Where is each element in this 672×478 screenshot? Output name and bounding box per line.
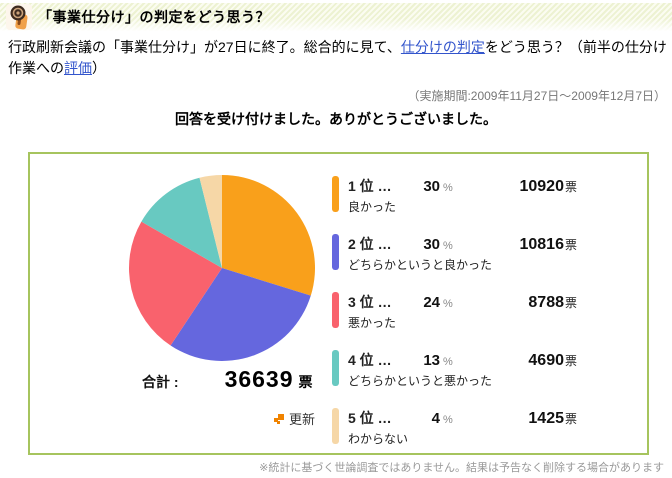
intro-part3: ） [92, 60, 106, 76]
pie-slice [222, 175, 315, 296]
legend-percent-value: 13 [423, 352, 440, 369]
question-mascot-icon [6, 4, 32, 30]
legend-votes-value: 4690 [528, 352, 564, 369]
refresh-arrow-icon [274, 414, 284, 424]
legend-percent-value: 30 [423, 236, 440, 253]
total-label: 合計 : [142, 374, 179, 390]
survey-period: （実施期間:2009年11月27日～2009年12月7日） [407, 89, 666, 103]
legend-percent-value: 4 [431, 410, 440, 427]
intro-part2: をどう思う？（前半の仕分け作業への [8, 39, 667, 76]
legend-rank: 2 位 … [348, 236, 392, 252]
disclaimer-text: ※統計に基づく世論調査ではありません。結果は予告なく削除する場合があります [259, 462, 664, 474]
legend-percent-value: 30 [423, 178, 440, 195]
legend-rank: 4 位 … [348, 352, 392, 368]
legend-percent-sign: % [443, 298, 453, 310]
judgement-link[interactable]: 仕分けの判定 [400, 39, 485, 55]
legend-color-bar [332, 350, 339, 386]
legend-label: どちらかというと良かった [348, 258, 493, 272]
legend-votes-unit: 票 [564, 180, 577, 194]
legend-rank: 3 位 … [348, 294, 392, 310]
legend-color-bar [332, 176, 339, 212]
legend-color-bar [332, 292, 339, 328]
legend-label: 悪かった [348, 316, 397, 330]
pie-slice [199, 175, 222, 268]
legend-item: 1 位 … 30 % 10920 票 良かった [332, 176, 577, 214]
thanks-message: 回答を受け付けました。ありがとうございました。 [175, 111, 497, 127]
legend-label: 良かった [348, 200, 397, 214]
pie-chart [129, 175, 315, 361]
legend-rank: 5 位 … [348, 410, 392, 426]
legend-percent-value: 24 [423, 294, 440, 311]
legend-votes-unit: 票 [564, 354, 577, 368]
legend-color-bar [332, 408, 339, 444]
title-bar: 「事業仕分け」の判定をどう思う？ [0, 3, 672, 31]
total-unit: 票 [298, 374, 313, 390]
legend-color-bar [332, 234, 339, 270]
legend-votes-value: 1425 [528, 410, 564, 427]
legend-votes-unit: 票 [564, 412, 577, 426]
pie-slice [141, 177, 222, 268]
legend-label: どちらかというと悪かった [348, 374, 493, 388]
legend-percent-sign: % [443, 356, 453, 368]
legend-label: わからない [348, 432, 409, 446]
legend-item: 3 位 … 24 % 8788 票 悪かった [332, 292, 577, 330]
refresh-label: 更新 [289, 412, 316, 427]
legend-votes-unit: 票 [564, 238, 577, 252]
legend-votes-unit: 票 [564, 296, 577, 310]
legend-votes-value: 10816 [519, 236, 564, 253]
intro-part1: 行政刷新会議の「事業仕分け」が27日に終了。総合的に見て、 [8, 39, 401, 55]
legend-percent-sign: % [443, 414, 453, 426]
legend-item: 2 位 … 30 % 10816 票 どちらかというと良かった [332, 234, 577, 272]
pie-slice [170, 268, 311, 361]
total-row: 合計 : 36639 票 [142, 366, 313, 393]
legend: 1 位 … 30 % 10920 票 良かった 2 位 … 30 % 10816… [332, 176, 577, 466]
legend-votes-value: 8788 [528, 294, 564, 311]
pie-slice [129, 221, 222, 346]
legend-votes-value: 10920 [519, 178, 564, 195]
legend-percent-sign: % [443, 182, 453, 194]
result-box: 1 位 … 30 % 10920 票 良かった 2 位 … 30 % 10816… [28, 152, 649, 455]
evaluation-link[interactable]: 評価 [64, 60, 92, 76]
legend-item: 4 位 … 13 % 4690 票 どちらかというと悪かった [332, 350, 577, 388]
page-title: 「事業仕分け」の判定をどう思う？ [38, 9, 270, 25]
intro-text: 行政刷新会議の「事業仕分け」が27日に終了。総合的に見て、仕分けの判定をどう思う… [8, 37, 668, 79]
total-value: 36639 [224, 366, 294, 392]
legend-item: 5 位 … 4 % 1425 票 わからない [332, 408, 577, 446]
legend-rank: 1 位 … [348, 178, 392, 194]
legend-percent-sign: % [443, 240, 453, 252]
refresh-button[interactable]: 更新 [272, 409, 315, 428]
